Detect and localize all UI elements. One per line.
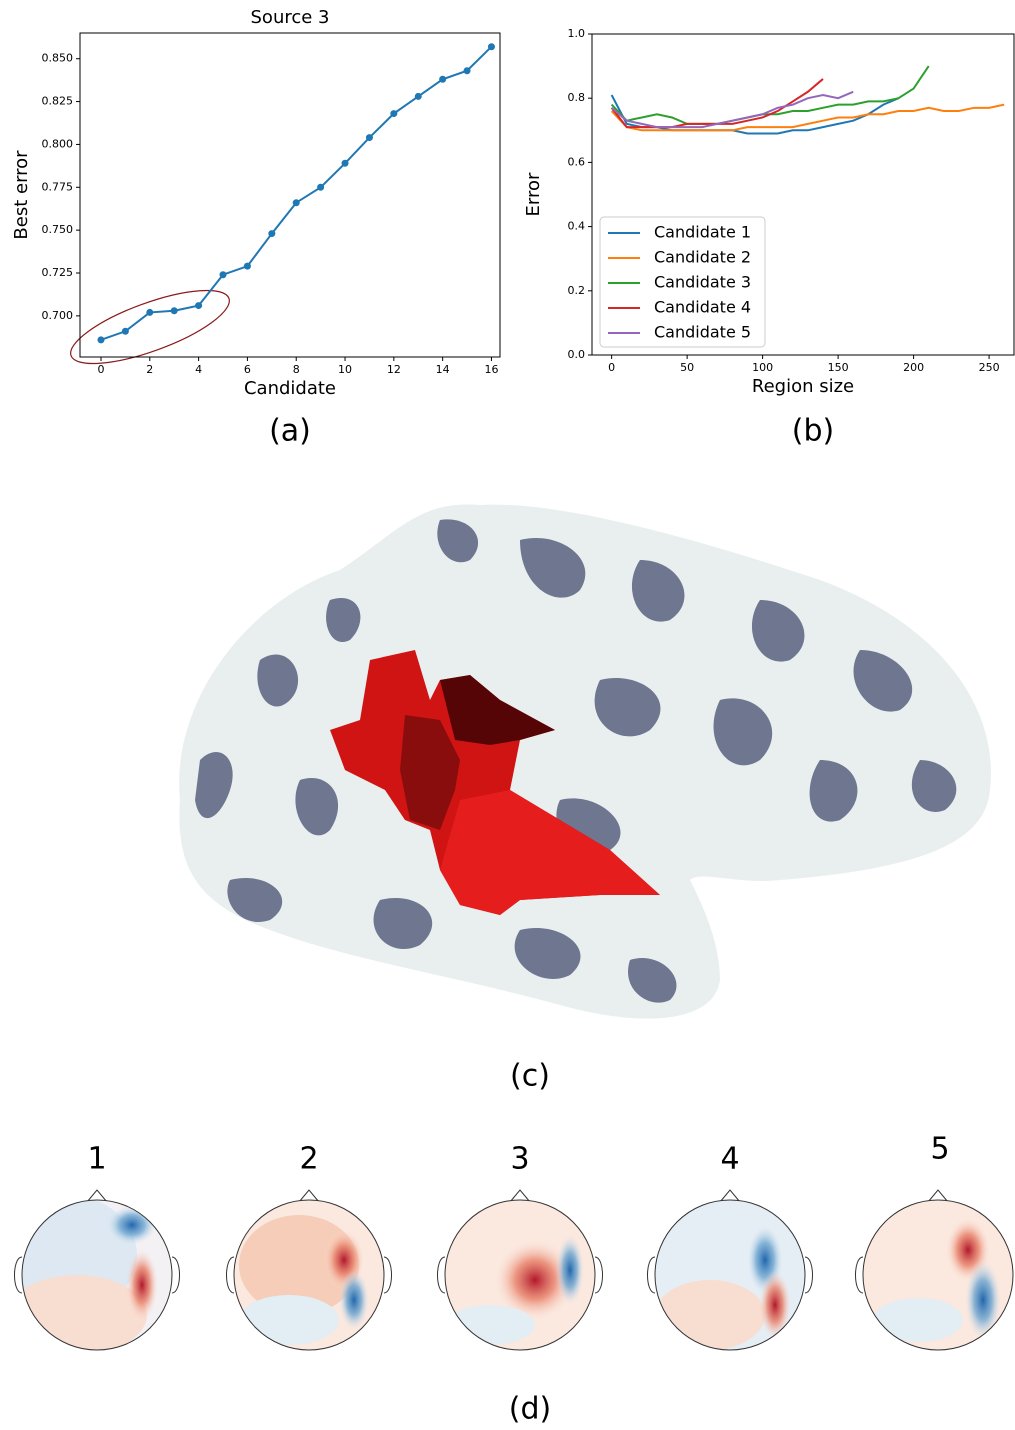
data-point bbox=[365, 134, 373, 142]
data-point bbox=[439, 75, 447, 83]
data-line bbox=[610, 103, 1005, 132]
data-point bbox=[219, 271, 227, 279]
data-line bbox=[610, 78, 824, 129]
topomap-label: 4 bbox=[720, 1142, 739, 1177]
y-tick-label: 0.800 bbox=[42, 137, 74, 150]
brain-surface bbox=[179, 504, 991, 1019]
topomap-label: 5 bbox=[930, 1132, 949, 1167]
data-point bbox=[97, 336, 105, 344]
data-point bbox=[414, 92, 422, 100]
data-point bbox=[170, 307, 178, 315]
topomaps bbox=[14, 1189, 1014, 1351]
y-tick-label: 0.850 bbox=[42, 52, 74, 65]
legend-label: Candidate 3 bbox=[654, 273, 751, 292]
data-point bbox=[390, 110, 398, 118]
x-tick-label: 200 bbox=[903, 361, 924, 374]
topomap-label: 2 bbox=[299, 1142, 318, 1177]
x-tick-label: 12 bbox=[387, 363, 401, 376]
x-tick-label: 6 bbox=[244, 363, 251, 376]
data-point bbox=[292, 199, 300, 207]
y-tick-label: 0.750 bbox=[42, 223, 74, 236]
topomap bbox=[647, 1189, 813, 1351]
x-tick-label: 2 bbox=[146, 363, 153, 376]
highlighted-region bbox=[440, 790, 660, 915]
plot-frame bbox=[591, 33, 1015, 356]
y-tick-label: 0.0 bbox=[568, 348, 586, 361]
panel-label: (d) bbox=[509, 1392, 551, 1427]
topomap bbox=[855, 1189, 1014, 1351]
x-tick-label: 14 bbox=[436, 363, 450, 376]
panel-label: (a) bbox=[269, 414, 311, 449]
data-point bbox=[195, 302, 203, 310]
data-point bbox=[121, 327, 129, 335]
data-line bbox=[610, 90, 854, 129]
legend-label: Candidate 2 bbox=[654, 248, 751, 267]
topomap bbox=[226, 1189, 392, 1351]
data-point bbox=[487, 43, 495, 51]
plot-frame bbox=[79, 32, 501, 358]
y-axis-label: Error bbox=[523, 172, 544, 216]
data-line bbox=[100, 46, 493, 341]
y-tick-label: 1.0 bbox=[568, 27, 586, 40]
panel-label: (c) bbox=[510, 1059, 550, 1094]
highlighted-region bbox=[440, 675, 555, 745]
x-axis-label: Region size bbox=[752, 376, 854, 397]
highlighted-region bbox=[400, 715, 460, 830]
chart-title: Source 3 bbox=[251, 7, 330, 28]
x-tick-label: 8 bbox=[293, 363, 300, 376]
legend-label: Candidate 5 bbox=[654, 323, 751, 342]
data-point bbox=[341, 159, 349, 167]
panel-label: (b) bbox=[792, 414, 834, 449]
legend-label: Candidate 1 bbox=[654, 223, 751, 242]
x-tick-label: 16 bbox=[484, 363, 498, 376]
x-tick-label: 0 bbox=[608, 361, 615, 374]
data-point bbox=[317, 183, 325, 191]
x-tick-label: 150 bbox=[828, 361, 849, 374]
y-tick-label: 0.6 bbox=[568, 155, 586, 168]
topomap-label: 1 bbox=[87, 1142, 106, 1177]
y-tick-label: 0.725 bbox=[42, 266, 74, 279]
legend-label: Candidate 4 bbox=[654, 298, 751, 317]
data-point bbox=[463, 67, 471, 75]
topomap bbox=[437, 1189, 603, 1351]
data-point bbox=[268, 230, 276, 238]
x-tick-label: 4 bbox=[195, 363, 202, 376]
y-tick-label: 0.700 bbox=[42, 309, 74, 322]
y-tick-label: 0.825 bbox=[42, 95, 74, 108]
y-tick-label: 0.2 bbox=[568, 284, 586, 297]
legend-box bbox=[599, 216, 766, 348]
y-axis-label: Best error bbox=[11, 150, 32, 240]
annotation-ellipse bbox=[70, 289, 230, 365]
x-tick-label: 0 bbox=[97, 363, 104, 376]
topomap-label: 3 bbox=[510, 1142, 529, 1177]
x-tick-label: 100 bbox=[752, 361, 773, 374]
y-tick-label: 0.4 bbox=[568, 220, 586, 233]
data-point bbox=[243, 262, 251, 270]
data-point bbox=[146, 308, 154, 316]
x-tick-label: 50 bbox=[680, 361, 694, 374]
y-tick-label: 0.8 bbox=[568, 91, 586, 104]
y-tick-label: 0.775 bbox=[42, 180, 74, 193]
x-tick-label: 250 bbox=[979, 361, 1000, 374]
topomap bbox=[14, 1189, 180, 1351]
x-tick-label: 10 bbox=[338, 363, 352, 376]
x-axis-label: Candidate bbox=[244, 378, 336, 399]
